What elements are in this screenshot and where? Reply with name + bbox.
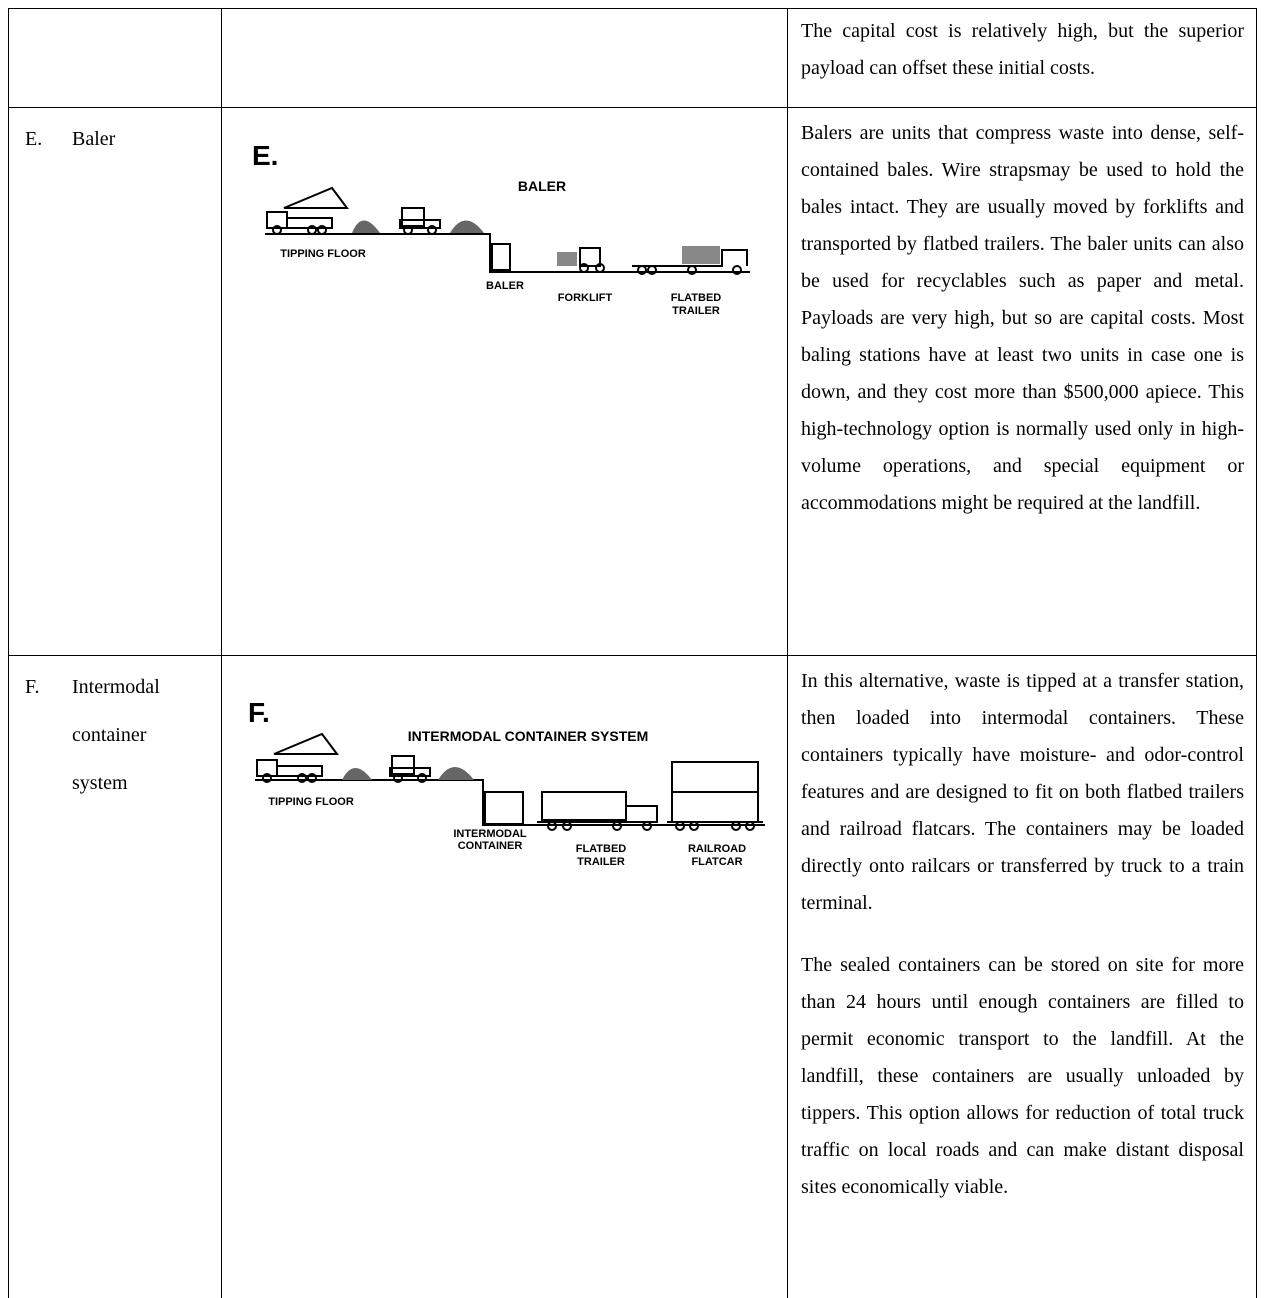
paragraph: The capital cost is relatively high, but… [801, 20, 1244, 79]
figure-label: TIPPING FLOOR [268, 796, 354, 808]
figure: E. BALER TIPPING FLOOR BALER FORKLIFT FL… [252, 140, 750, 317]
paragraph: Balers are units that compress waste int… [801, 122, 1244, 514]
loader [399, 207, 484, 235]
row-letter: F. [25, 676, 40, 698]
figure-label: FLATCAR [691, 856, 742, 868]
type-cell: F. Intermodal container system [8, 655, 221, 1298]
row-letter: E. [25, 128, 43, 150]
figure-title: INTERMODAL CONTAINER SYSTEM [408, 728, 649, 744]
description-cell: The capital cost is relatively high, but… [787, 8, 1257, 108]
paragraph: In this alternative, waste is tipped at … [801, 670, 1244, 914]
flatbed-trailer [632, 246, 748, 275]
figure-label: TRAILER [577, 856, 625, 868]
cell [8, 8, 221, 108]
description-cell: In this alternative, waste is tipped at … [787, 655, 1257, 1298]
description-cell: Balers are units that compress waste int… [787, 107, 1257, 656]
figure-label: FLATBED [671, 292, 722, 304]
figure-cell: E. BALER TIPPING FLOOR BALER FORKLIFT FL… [221, 107, 787, 656]
container [484, 791, 524, 825]
paragraph: The sealed containers can be stored on s… [801, 954, 1244, 1198]
figure-label: INTERMODAL [453, 828, 527, 840]
cell [221, 8, 787, 108]
forklift [557, 247, 605, 273]
figure-label: RAILROAD [688, 843, 746, 855]
figure-title: BALER [518, 178, 566, 194]
figure-cell: F. INTERMODAL CONTAINER SYSTEM TIPPING F… [221, 655, 787, 1298]
figure-letter: E. [252, 140, 278, 171]
flatbed-trailer [537, 791, 658, 831]
figure-label: BALER [486, 280, 524, 292]
railroad-flatcar [667, 761, 763, 831]
figure-letter: F. [248, 697, 270, 728]
figure: F. INTERMODAL CONTAINER SYSTEM TIPPING F… [248, 697, 765, 868]
figure-label: TIPPING FLOOR [280, 248, 366, 260]
type-cell: E. Baler [8, 107, 221, 656]
figure-label: TRAILER [672, 305, 720, 317]
tipping-truck [266, 186, 380, 235]
row-name: Intermodal container system [72, 676, 160, 794]
loader [389, 755, 474, 783]
figure-label: CONTAINER [458, 840, 523, 852]
ground [265, 233, 750, 273]
row-name: Baler [72, 128, 116, 150]
figure-label: FORKLIFT [558, 292, 613, 304]
tipping-truck [256, 732, 372, 783]
figure-label: FLATBED [576, 843, 627, 855]
baler [491, 243, 511, 271]
